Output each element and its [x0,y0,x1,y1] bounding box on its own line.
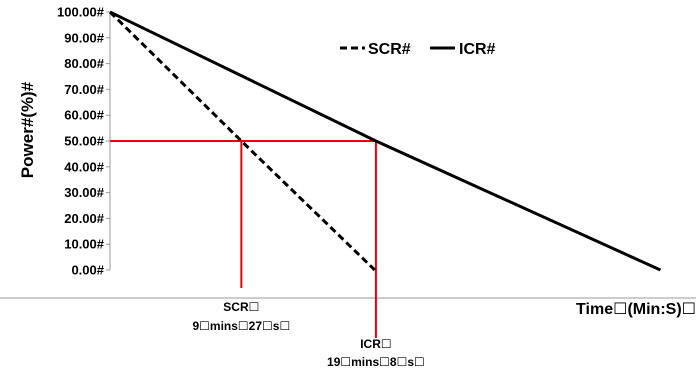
y-tick-label: 40.00# [64,159,105,174]
annotation-label: 19☐mins☐8☐s☐ [327,355,425,369]
axes [0,11,696,299]
annotation-label: 9☐mins☐27☐s☐ [192,319,290,333]
legend-label: ICR# [459,41,496,58]
annotation-label: ICR☐ [360,337,391,351]
series-lines [108,10,662,272]
legend-label: SCR# [368,41,411,58]
x-axis-label: Time☐(Min:S)☐ [576,301,696,318]
y-tick-label: 50.00# [64,134,105,149]
reference-lines [110,140,377,338]
y-tick-label: 20.00# [64,211,105,226]
y-tick-label: 90.00# [64,30,105,45]
y-tick-label: 0.00# [71,263,104,278]
y-axis-label: Power#(%)# [18,81,37,178]
labels: 0.00# 10.00# 20.00# 30.00# 40.00# 50.00# 60.00… [18,5,696,370]
annotation-label: SCR☐ [223,300,259,314]
y-tick-label: 60.00# [64,108,105,123]
y-tick-label: 10.00# [64,237,105,252]
series-line-scr [108,10,376,272]
y-tick-label: 100.00# [57,5,105,20]
series-line-icr [109,10,662,272]
y-tick-label: 30.00# [64,185,105,200]
y-tick-label: 70.00# [64,82,105,97]
y-tick-label: 80.00# [64,56,105,71]
